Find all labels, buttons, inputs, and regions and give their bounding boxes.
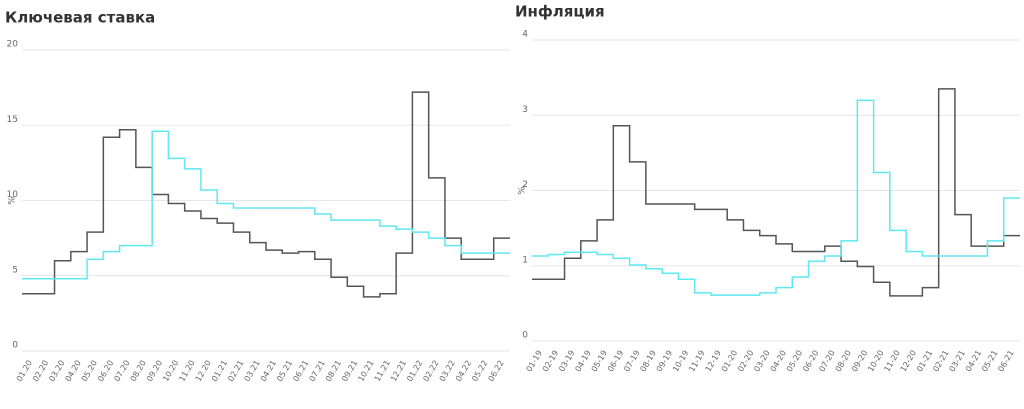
y-tick-label: 1 (522, 255, 528, 265)
y-tick-label: 2 (522, 180, 528, 190)
y-tick-label: 0 (522, 331, 528, 341)
x-tick-label: 06-21 (996, 349, 1015, 374)
step-line (22, 130, 510, 280)
y-tick-label: 0 (12, 341, 18, 351)
y-axis-label: % (518, 186, 528, 195)
x-tick-label: 06.22 (487, 359, 506, 383)
y-tick-label: 10 (7, 190, 19, 200)
step-line (532, 99, 1020, 296)
y-tick-label: 4 (522, 30, 528, 40)
step-line (22, 91, 510, 298)
chart-title: Ключевая ставка (5, 9, 155, 27)
y-axis-label: % (8, 196, 18, 205)
chart-title: Инфляция (515, 3, 605, 21)
y-tick-label: 15 (7, 115, 18, 125)
y-tick-label: 20 (7, 40, 19, 50)
y-tick-label: 3 (522, 105, 528, 115)
y-tick-label: 5 (12, 265, 18, 275)
step-line (532, 88, 1020, 297)
